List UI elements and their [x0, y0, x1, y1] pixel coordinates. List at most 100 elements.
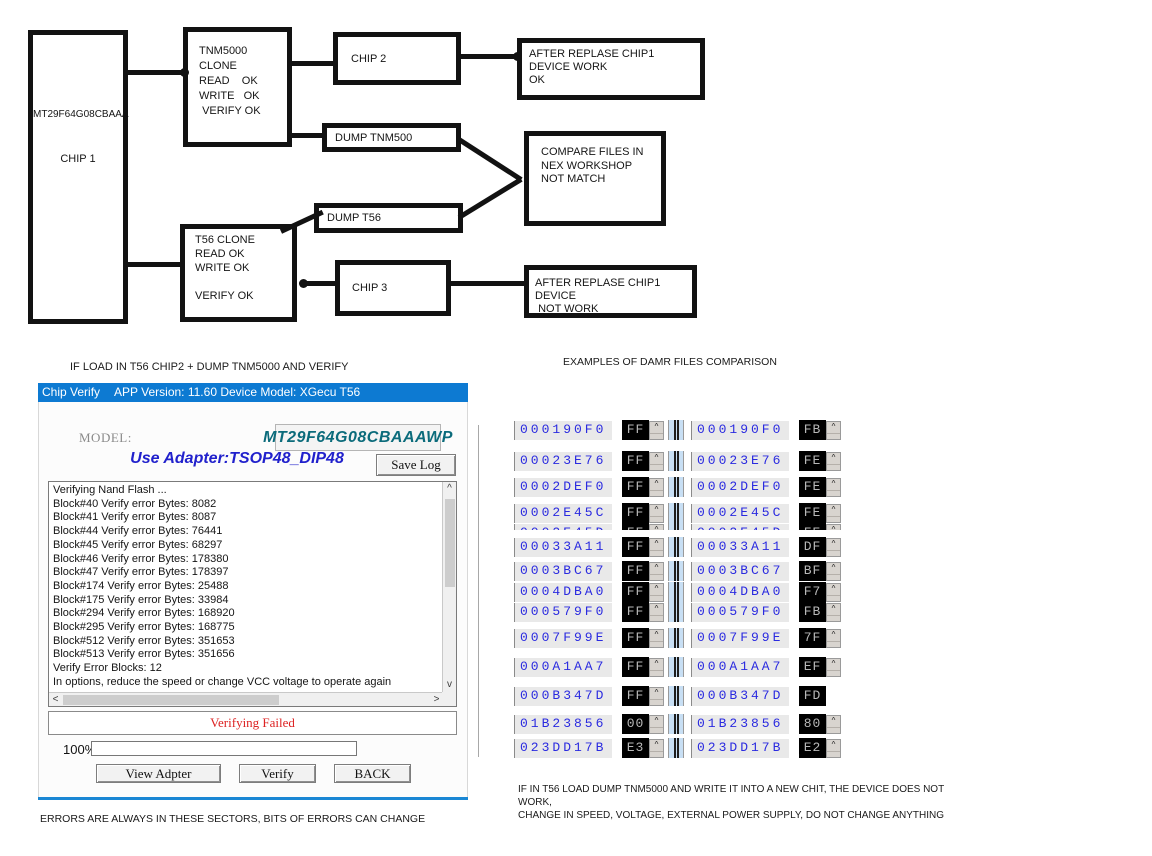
hex-address-right[interactable]: 0004DBA0	[691, 583, 789, 602]
hex-address-right[interactable]: 00033A11	[691, 538, 789, 557]
spinner-up-icon[interactable]: ^	[649, 524, 664, 530]
hex-value-right[interactable]: 7F	[799, 628, 826, 648]
hex-address-right[interactable]: 000579F0	[691, 603, 789, 622]
hex-address-left[interactable]: 000190F0	[514, 421, 612, 440]
hex-value-right[interactable]: 80	[799, 714, 826, 734]
scrollbar-divider[interactable]	[668, 537, 684, 557]
hex-value-left[interactable]: FF	[622, 477, 649, 497]
scroll-right-icon[interactable]: >	[433, 694, 440, 705]
hex-address-left[interactable]: 0002E45C	[514, 504, 612, 523]
hex-value-left[interactable]: FF	[622, 602, 649, 622]
hex-value-left[interactable]: FF	[622, 537, 649, 557]
hex-address-right[interactable]: 0003BC67	[691, 562, 789, 581]
view-adapter-button[interactable]: View Adpter	[96, 764, 221, 783]
hex-value-right[interactable]: EF	[799, 657, 826, 677]
hex-address-left[interactable]: 000A1AA7	[514, 658, 612, 677]
hex-value-right[interactable]: FD	[799, 686, 826, 706]
scroll-up-icon[interactable]: ^	[447, 483, 452, 494]
hex-address-right[interactable]: 0007F99E	[691, 629, 789, 648]
hex-address-right[interactable]: 0002E45D	[691, 524, 789, 530]
vertical-scroll-thumb[interactable]	[445, 499, 455, 587]
hex-address-left[interactable]: 0007F99E	[514, 629, 612, 648]
spinner-up-icon[interactable]: ^	[826, 478, 841, 497]
spinner-up-icon[interactable]: ^	[649, 687, 664, 706]
hex-value-right[interactable]: F7	[799, 582, 826, 602]
spinner-up-icon[interactable]: ^	[649, 562, 664, 581]
spinner-up-icon[interactable]: ^	[826, 562, 841, 581]
spinner-up-icon[interactable]: ^	[826, 421, 841, 440]
log-output-box[interactable]: Verifying Nand Flash ... Block#40 Verify …	[48, 481, 457, 707]
scrollbar-divider[interactable]	[668, 523, 684, 530]
hex-value-left[interactable]: FF	[622, 523, 649, 530]
spinner-up-icon[interactable]: ^	[826, 658, 841, 677]
hex-value-left[interactable]: FF	[622, 582, 649, 602]
back-button[interactable]: BACK	[334, 764, 411, 783]
hex-value-right[interactable]: FE	[799, 451, 826, 471]
hex-value-right[interactable]: FB	[799, 602, 826, 622]
hex-address-right[interactable]: 000190F0	[691, 421, 789, 440]
log-horizontal-scrollbar[interactable]: < >	[49, 692, 443, 706]
spinner-up-icon[interactable]: ^	[649, 504, 664, 523]
hex-value-left[interactable]: FF	[622, 628, 649, 648]
spinner-up-icon[interactable]: ^	[649, 421, 664, 440]
scrollbar-divider[interactable]	[668, 686, 684, 706]
hex-value-right[interactable]: BF	[799, 561, 826, 581]
hex-value-right[interactable]: DF	[799, 537, 826, 557]
spinner-up-icon[interactable]: ^	[649, 739, 664, 758]
hex-value-left[interactable]: E3	[622, 738, 649, 758]
hex-address-right[interactable]: 00023E76	[691, 452, 789, 471]
scrollbar-divider[interactable]	[668, 561, 684, 581]
log-vertical-scrollbar[interactable]: ^ v	[442, 482, 456, 693]
spinner-up-icon[interactable]: ^	[826, 452, 841, 471]
spinner-up-icon[interactable]: ^	[826, 629, 841, 648]
scroll-left-icon[interactable]: <	[52, 694, 59, 705]
spinner-up-icon[interactable]: ^	[649, 452, 664, 471]
spinner-up-icon[interactable]: ^	[826, 504, 841, 523]
hex-address-right[interactable]: 0002E45C	[691, 504, 789, 523]
hex-address-left[interactable]: 023DD17B	[514, 739, 612, 758]
hex-value-right[interactable]: FE	[799, 523, 826, 530]
hex-address-left[interactable]: 000579F0	[514, 603, 612, 622]
spinner-up-icon[interactable]: ^	[649, 603, 664, 622]
scrollbar-divider[interactable]	[668, 657, 684, 677]
scrollbar-divider[interactable]	[668, 582, 684, 602]
model-value-field[interactable]: MT29F64G08CBAAAWP	[263, 424, 452, 451]
spinner-up-icon[interactable]: ^	[826, 603, 841, 622]
scrollbar-divider[interactable]	[668, 477, 684, 497]
verify-button[interactable]: Verify	[239, 764, 316, 783]
spinner-up-icon[interactable]: ^	[649, 583, 664, 602]
save-log-button[interactable]: Save Log	[376, 454, 456, 476]
hex-value-right[interactable]: FB	[799, 420, 826, 440]
window-titlebar[interactable]: Chip Verify APP Version: 11.60 Device Mod…	[38, 383, 468, 402]
hex-address-left[interactable]: 00033A11	[514, 538, 612, 557]
spinner-up-icon[interactable]: ^	[649, 658, 664, 677]
hex-value-left[interactable]: FF	[622, 451, 649, 471]
horizontal-scroll-thumb[interactable]	[63, 695, 279, 705]
hex-address-right[interactable]: 0002DEF0	[691, 478, 789, 497]
scrollbar-divider[interactable]	[668, 628, 684, 648]
hex-address-left[interactable]: 0003BC67	[514, 562, 612, 581]
scrollbar-divider[interactable]	[668, 602, 684, 622]
hex-address-left[interactable]: 00023E76	[514, 452, 612, 471]
spinner-up-icon[interactable]: ^	[649, 478, 664, 497]
spinner-up-icon[interactable]: ^	[649, 629, 664, 648]
scrollbar-divider[interactable]	[668, 451, 684, 471]
hex-address-left[interactable]: 0004DBA0	[514, 583, 612, 602]
hex-value-right[interactable]: E2	[799, 738, 826, 758]
spinner-up-icon[interactable]: ^	[826, 739, 841, 758]
hex-address-left[interactable]: 000B347D	[514, 687, 612, 706]
scrollbar-divider[interactable]	[668, 503, 684, 523]
hex-address-right[interactable]: 000A1AA7	[691, 658, 789, 677]
hex-address-left[interactable]: 01B23856	[514, 715, 612, 734]
scrollbar-divider[interactable]	[668, 738, 684, 758]
hex-value-right[interactable]: FE	[799, 477, 826, 497]
hex-value-right[interactable]: FE	[799, 503, 826, 523]
hex-value-left[interactable]: FF	[622, 657, 649, 677]
spinner-up-icon[interactable]: ^	[649, 715, 664, 734]
spinner-up-icon[interactable]: ^	[826, 524, 841, 530]
spinner-up-icon[interactable]: ^	[826, 538, 841, 557]
hex-address-right[interactable]: 000B347D	[691, 687, 789, 706]
scrollbar-divider[interactable]	[668, 420, 684, 440]
hex-value-left[interactable]: FF	[622, 420, 649, 440]
hex-value-left[interactable]: FF	[622, 561, 649, 581]
